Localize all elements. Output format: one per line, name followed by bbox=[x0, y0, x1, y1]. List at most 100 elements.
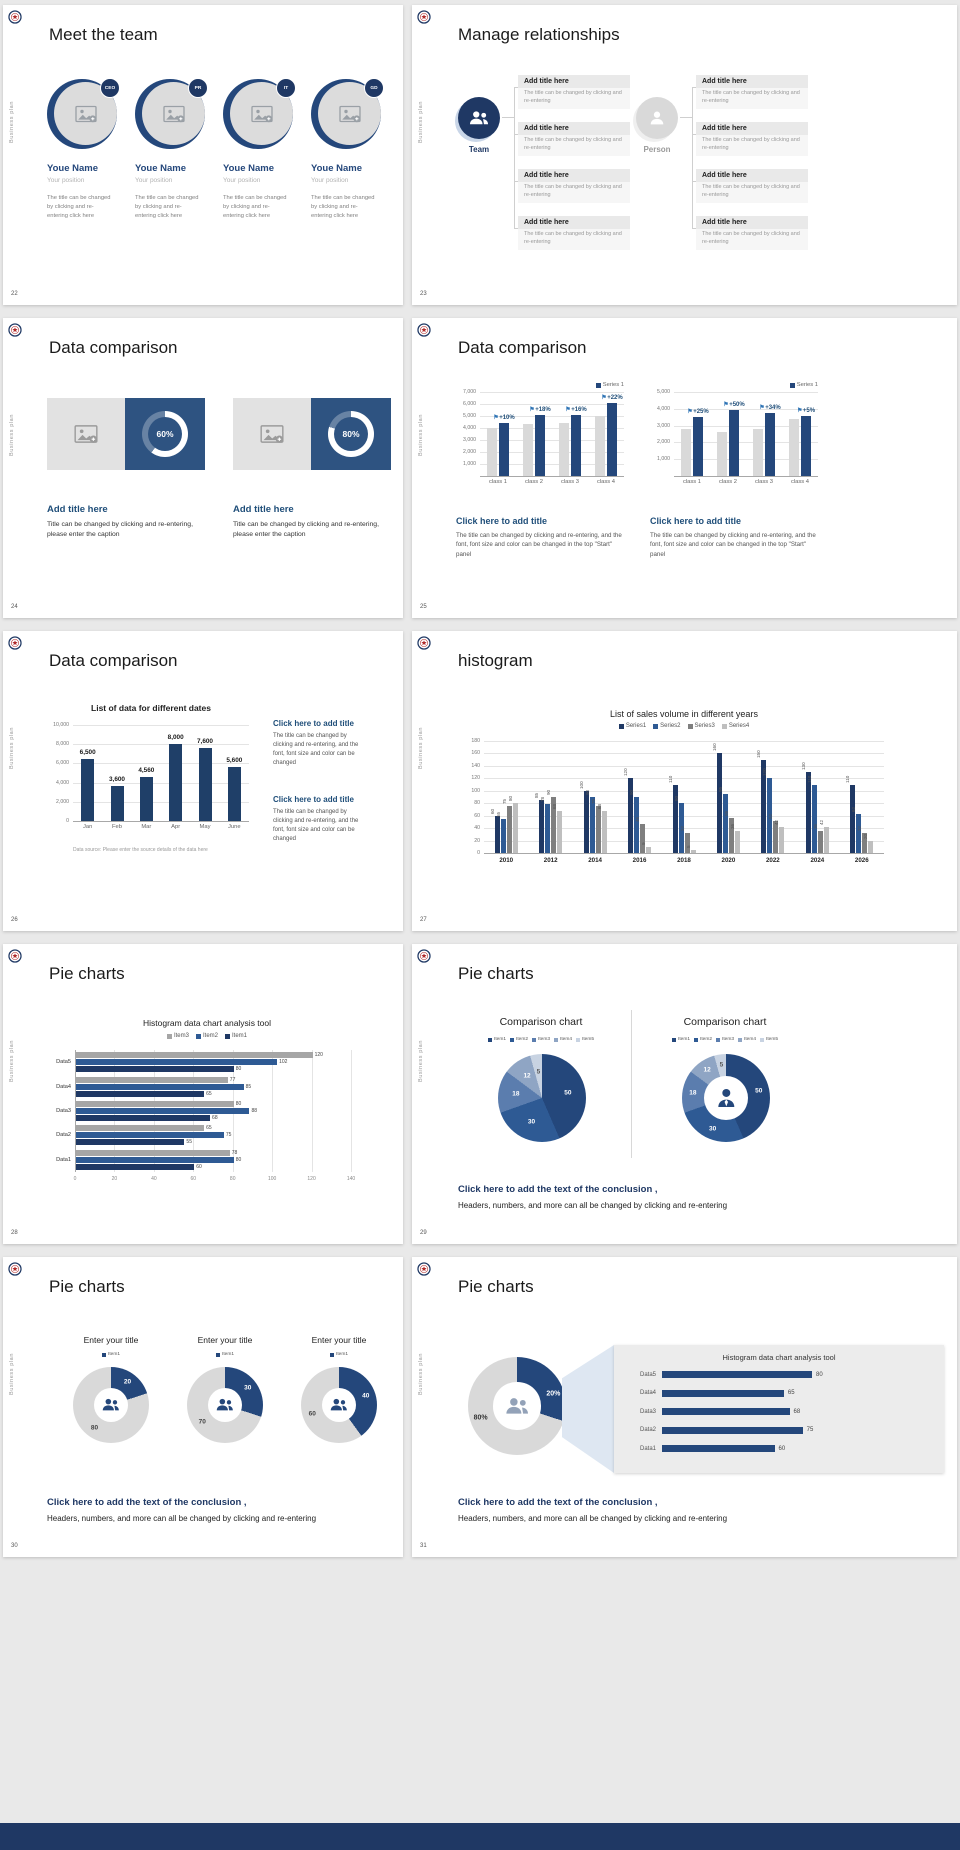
progress-panel: 60% bbox=[125, 398, 205, 470]
block-title: Click here to add title bbox=[273, 795, 354, 804]
avatar: CEO bbox=[47, 78, 120, 149]
legend-item: Item1 bbox=[216, 1352, 234, 1357]
pie-slice-label: 5 bbox=[719, 1061, 724, 1069]
bar bbox=[761, 759, 767, 853]
avatar: GD bbox=[311, 78, 384, 149]
conclusion-title: Click here to add the text of the conclu… bbox=[47, 1497, 247, 1508]
bar-value-label: 68 bbox=[212, 1115, 218, 1121]
team-member: PR Youe Name Your position The title can… bbox=[135, 78, 215, 221]
block-caption: The title can be changed by clicking and… bbox=[518, 135, 630, 156]
legend-swatch bbox=[789, 382, 795, 388]
bar-value-label: 60 bbox=[778, 1445, 786, 1452]
bar-value-label: 90 bbox=[584, 789, 590, 795]
category-label: Data1 bbox=[639, 1445, 656, 1452]
slide-thumbnail-22[interactable]: Business plan Meet the team CEO Youe Nam… bbox=[3, 5, 403, 305]
relation-block: Add title here The title can be changed … bbox=[518, 122, 630, 156]
y-tick-label: 4,000 bbox=[56, 779, 69, 786]
category-label: Data3 bbox=[639, 1408, 656, 1415]
x-tick-label: 4,560 bbox=[138, 767, 155, 775]
y-tick-label: 3,000 bbox=[463, 437, 476, 443]
emblem-logo-icon bbox=[417, 323, 431, 337]
slide-number: 24 bbox=[11, 604, 18, 610]
legend-swatch bbox=[595, 382, 601, 388]
category-label: Data5 bbox=[56, 1059, 71, 1066]
legend-item: Series4 bbox=[721, 723, 749, 729]
block-title: Add title here bbox=[696, 75, 808, 88]
x-tick-label: 2022 bbox=[765, 857, 780, 864]
grid-line bbox=[674, 459, 818, 461]
slide-thumbnail-31[interactable]: Business plan Pie charts 20% 80% Histogra… bbox=[412, 1257, 957, 1557]
x-tick-label: 2018 bbox=[677, 857, 691, 864]
bar-value-label: 102 bbox=[279, 1059, 288, 1066]
legend-item: Series1 bbox=[618, 723, 646, 729]
legend-item: Series2 bbox=[653, 723, 681, 729]
bar bbox=[76, 1115, 211, 1121]
slide-thumbnail-28[interactable]: Business plan Pie charts Histogram data … bbox=[3, 944, 403, 1244]
bar-value-label: 62 bbox=[851, 807, 857, 813]
bar-value-label: 20 bbox=[863, 833, 869, 839]
bar-value-label: 120 bbox=[314, 1052, 323, 1059]
grid-line bbox=[674, 392, 818, 393]
donut-hole bbox=[93, 1387, 129, 1423]
sidebar-vertical-text: Business plan bbox=[418, 727, 424, 770]
y-tick-label: 4,000 bbox=[463, 425, 476, 431]
pie-slice-label: 20 bbox=[123, 1378, 132, 1386]
legend-item: Item5 bbox=[576, 1037, 594, 1042]
bar-value-label: 78 bbox=[540, 797, 546, 803]
flag-icon: ⚑ bbox=[796, 408, 803, 415]
legend-item: Item4 bbox=[738, 1037, 756, 1042]
sidebar-vertical-text: Business plan bbox=[9, 101, 15, 144]
bar bbox=[76, 1108, 250, 1114]
team-member: CEO Youe Name Your position The title ca… bbox=[47, 78, 127, 221]
connector-line bbox=[514, 228, 518, 229]
y-tick-label: 20 bbox=[474, 837, 480, 844]
bar bbox=[684, 833, 690, 853]
slide-thumbnail-26[interactable]: Business plan Data comparison List of da… bbox=[3, 631, 403, 931]
chart-title: Enter your title bbox=[83, 1335, 139, 1345]
bar bbox=[499, 423, 509, 476]
bar-value-label: 60 bbox=[489, 808, 495, 814]
bar bbox=[76, 1156, 234, 1163]
block-title: Add title here bbox=[518, 75, 630, 88]
bar bbox=[76, 1125, 205, 1132]
people-icon bbox=[101, 1395, 121, 1415]
bar bbox=[681, 428, 691, 476]
legend-item: Item1 bbox=[102, 1352, 120, 1357]
bar bbox=[539, 800, 545, 853]
grid-line bbox=[674, 425, 818, 427]
bar-value-label: ⚑+34% bbox=[759, 405, 781, 411]
slide-thumbnail-30[interactable]: Business plan Pie charts Enter your titl… bbox=[3, 1257, 403, 1557]
x-tick-label: 40 bbox=[151, 1176, 157, 1182]
connector-line bbox=[514, 87, 518, 88]
chart-legend: Item3 Item2 Item1 bbox=[39, 1033, 375, 1039]
x-tick-label: class 1 bbox=[682, 479, 702, 485]
bar bbox=[76, 1083, 244, 1090]
slide-thumbnail-24[interactable]: Business plan Data comparison 60% Add ti… bbox=[3, 318, 403, 618]
x-tick-label: class 2 bbox=[524, 479, 544, 485]
bar-value-label: ⚑+22% bbox=[601, 394, 623, 401]
grid-line bbox=[73, 782, 249, 784]
grid-line bbox=[484, 741, 884, 742]
slide-number: 29 bbox=[420, 1230, 427, 1236]
bar bbox=[646, 847, 652, 853]
bar bbox=[773, 820, 779, 853]
bar bbox=[662, 1426, 803, 1434]
slide-thumbnail-25[interactable]: Business plan Data comparison Series 1 7… bbox=[412, 318, 957, 618]
bar-value-label: 95 bbox=[717, 786, 723, 792]
x-tick-label: Feb bbox=[111, 824, 122, 830]
y-tick-label: 0 bbox=[477, 850, 480, 856]
slide-thumbnail-23[interactable]: Business plan Manage relationships Team … bbox=[412, 5, 957, 305]
donut-chart: 50 30 18 12 5 bbox=[682, 1054, 770, 1142]
bar bbox=[856, 814, 862, 853]
bar-value-label: ⚑+50% bbox=[723, 402, 745, 409]
slide-thumbnail-27[interactable]: Business plan histogram List of sales vo… bbox=[412, 631, 957, 931]
block-caption: The title can be changed by clicking and… bbox=[518, 88, 630, 109]
bar-value-label: 60 bbox=[196, 1163, 202, 1170]
y-tick-label: 4,000 bbox=[657, 405, 670, 412]
bar bbox=[634, 797, 640, 853]
bar bbox=[817, 830, 823, 853]
member-name: Youe Name bbox=[311, 163, 363, 174]
member-name: Youe Name bbox=[47, 163, 99, 174]
block-caption: The title can be changed by clicking and… bbox=[696, 88, 808, 109]
slide-thumbnail-29[interactable]: Business plan Pie charts Comparison char… bbox=[412, 944, 957, 1244]
